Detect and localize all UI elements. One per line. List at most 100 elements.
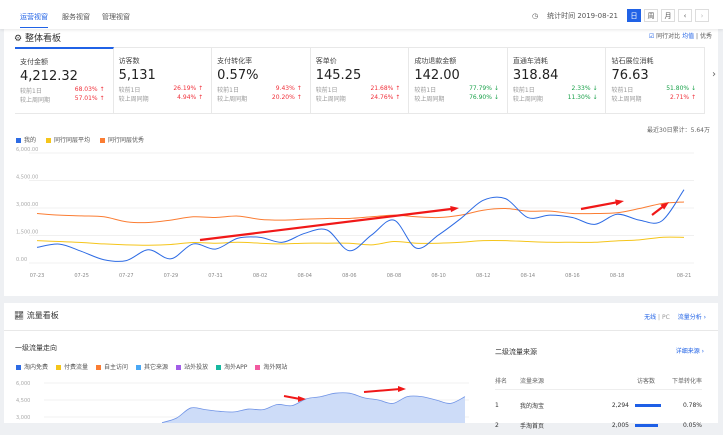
- x-tick-label: 07-23: [30, 273, 45, 279]
- series-line: [36, 201, 685, 224]
- arrow-shaft: [363, 388, 401, 393]
- table-header: 排名 流量来源 访客数 下单转化率: [495, 376, 702, 390]
- x-tick-label: 08-02: [253, 273, 268, 279]
- x-tick-label: 08-16: [565, 273, 580, 279]
- tab-management[interactable]: 管理视窗: [102, 13, 130, 21]
- line-chart: 0.00 1,500.00 3,000.00 4,500.00 6,000.00 07-2…: [16, 147, 694, 279]
- metric-card[interactable]: 客单价 145.25 较前1日 21.68% ↑ 较上周同期 24.76% ↑: [311, 48, 410, 113]
- x-tick-label: 08-08: [387, 273, 402, 279]
- x-tick-label: 08-10: [431, 273, 446, 279]
- visitor-bar: [629, 423, 674, 427]
- compare-toggle[interactable]: ☑ 同行对比 均值 | 优秀: [648, 33, 712, 40]
- top-bar: 运营视窗 服务视窗 管理视窗 ◷ 统计时间 2019-08-21 日 周 月 ‹…: [0, 0, 723, 29]
- table-row[interactable]: 1 我的淘宝 2,294 0.78%: [495, 401, 702, 410]
- prev-button[interactable]: ‹: [678, 9, 692, 22]
- legend-item[interactable]: 其它来源: [136, 362, 168, 371]
- checkbox-icon[interactable]: ☑: [648, 33, 655, 40]
- arrow-head: [450, 205, 459, 213]
- metric-card[interactable]: 支付金额 4,212.32 较前1日 68.03% ↑ 较上周同期 57.01% ↑: [15, 47, 114, 113]
- arrow-shaft: [651, 204, 665, 216]
- arrow-shaft: [283, 395, 301, 400]
- chart-icon: 📈︎: [14, 311, 27, 320]
- chevron-right-icon[interactable]: ›: [712, 69, 716, 80]
- metric-value: 145.25: [315, 68, 362, 83]
- y-tick-label: 3,000: [16, 415, 30, 421]
- period-month-button[interactable]: 月: [661, 9, 675, 22]
- arrow-shaft: [580, 201, 619, 211]
- metric-card[interactable]: 直通车消耗 318.84 较前1日 2.33% ↓ 较上周同期 11.30% ↓: [508, 48, 607, 113]
- x-tick-label: 07-25: [74, 273, 89, 279]
- y-tick-label: 6,000: [16, 381, 30, 387]
- arrow-head: [660, 202, 669, 210]
- dashboard-icon: ⚙: [14, 34, 25, 44]
- y-tick-label: 4,500.00: [16, 175, 38, 181]
- legend-item[interactable]: 淘外APP: [216, 362, 247, 371]
- y-tick-label: 0.00: [16, 257, 27, 263]
- traffic-title: 📈︎ 流量看板: [14, 311, 59, 320]
- day-compare-value: 77.79% ↓: [469, 85, 499, 92]
- metric-card[interactable]: 支付转化率 0.57% 较前1日 9.43% ↑ 较上周同期 20.20% ↑: [212, 48, 311, 113]
- day-compare-value: 2.33% ↓: [571, 85, 598, 92]
- week-compare-label: 较上周同期: [414, 96, 445, 103]
- area-chart: 3,000 4,500 6,000: [16, 381, 469, 423]
- metric-card[interactable]: 访客数 5,131 较前1日 26.19% ↑ 较上周同期 4.94% ↑: [114, 48, 213, 113]
- x-tick-label: 08-21: [677, 273, 692, 279]
- day-compare-label: 较前1日: [217, 87, 239, 94]
- series-line: [36, 236, 685, 246]
- annotation-arrow: [283, 395, 306, 402]
- legend-item[interactable]: 同行同层优秀: [100, 135, 144, 144]
- week-compare-value: 57.01% ↑: [74, 95, 105, 102]
- arrow-shaft: [199, 207, 454, 242]
- compare-best-link[interactable]: 优秀: [699, 33, 712, 40]
- x-tick-label: 07-29: [164, 273, 179, 279]
- pc-link[interactable]: PC: [661, 314, 670, 321]
- period-week-button[interactable]: 周: [644, 9, 658, 22]
- total-30-days: 最近30日累计：5.64万: [647, 127, 710, 134]
- metric-value: 142.00: [414, 68, 460, 83]
- annotation-arrow: [363, 386, 406, 393]
- legend-item[interactable]: 自主访问: [96, 362, 128, 371]
- traffic-analysis-link[interactable]: 流量分析 ›: [677, 314, 706, 321]
- area-fill: [162, 392, 465, 423]
- legend-item[interactable]: 淘外网站: [255, 362, 287, 371]
- next-button[interactable]: ›: [695, 9, 709, 22]
- x-tick-label: 08-12: [476, 273, 491, 279]
- wireless-link[interactable]: 无线: [644, 314, 657, 321]
- chart-legend: 我的 同行同层平均 同行同层优秀: [16, 135, 144, 144]
- day-compare-label: 较前1日: [414, 87, 437, 94]
- table-row[interactable]: 2 手淘首页 2,005 0.05%: [495, 421, 702, 430]
- metric-label: 成功退款金额: [414, 57, 457, 65]
- metric-value: 318.84: [512, 68, 559, 83]
- traffic-legend: 淘内免费 付费流量 自主访问 其它来源 站外投放 淘外APP 淘外网站: [16, 362, 287, 371]
- tab-operations[interactable]: 运营视窗: [20, 12, 48, 28]
- day-compare-value: 26.19% ↑: [173, 85, 204, 92]
- x-tick-label: 07-27: [119, 273, 134, 279]
- legend-item[interactable]: 同行同层平均: [46, 135, 90, 144]
- week-compare-label: 较上周同期: [512, 96, 543, 103]
- tab-service[interactable]: 服务视窗: [62, 13, 90, 21]
- week-compare-value: 11.30% ↓: [567, 94, 598, 101]
- legend-item[interactable]: 淘内免费: [16, 362, 48, 371]
- week-compare-value: 2.71% ↑: [670, 94, 697, 101]
- arrow-head: [398, 386, 406, 392]
- metric-card[interactable]: 成功退款金额 142.00 较前1日 77.79% ↓ 较上周同期 76.90% ↓: [409, 48, 508, 113]
- y-tick-label: 4,500: [16, 398, 30, 404]
- week-compare-label: 较上周同期: [118, 96, 149, 103]
- arrow-head: [615, 199, 624, 206]
- help-icon[interactable]: ◷: [531, 11, 539, 20]
- source-table: 排名 流量来源 访客数 下单转化率 1 我的淘宝 2,294 0.78% 2 手淘首页 2,005 0…: [495, 376, 702, 435]
- metric-label: 支付转化率: [217, 57, 253, 65]
- legend-item[interactable]: 站外投放: [176, 362, 208, 371]
- compare-avg-link[interactable]: 均值: [682, 33, 695, 40]
- metric-card[interactable]: 钻石展位消耗 76.63 较前1日 51.80% ↓ 较上周同期 2.71% ↑: [606, 48, 706, 113]
- day-compare-label: 较前1日: [315, 87, 338, 94]
- day-compare-value: 51.80% ↓: [666, 85, 697, 92]
- annotation-arrow: [199, 205, 459, 242]
- day-compare-label: 较前1日: [611, 87, 634, 94]
- legend-item[interactable]: 付费流量: [56, 362, 88, 371]
- detail-source-link[interactable]: 详细来源 ›: [675, 348, 704, 355]
- legend-item[interactable]: 我的: [16, 135, 36, 144]
- period-day-button[interactable]: 日: [627, 9, 641, 22]
- day-compare-value: 21.68% ↑: [370, 85, 401, 92]
- arrow-head: [298, 396, 306, 402]
